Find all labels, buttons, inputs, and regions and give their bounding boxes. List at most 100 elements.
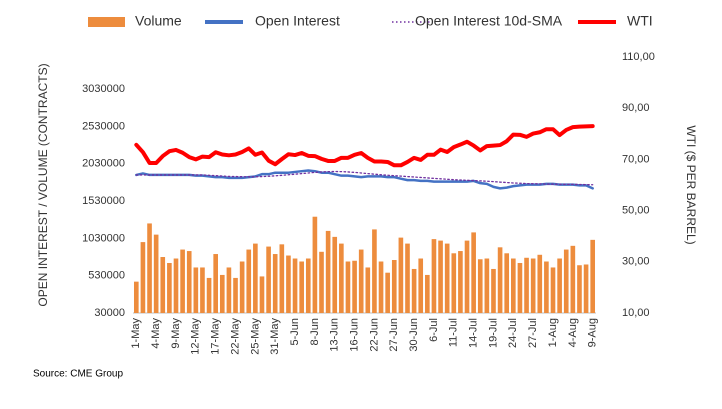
y-axis-title: OPEN INTEREST / VOLUME (CONTRACTS) <box>36 63 50 306</box>
x-tick-label: 4-May <box>150 318 162 349</box>
y-tick-label: 1530000 <box>82 195 125 207</box>
x-tick-label: 9-Aug <box>587 318 599 347</box>
bar <box>358 249 364 313</box>
line <box>135 170 594 186</box>
x-tick-label: 14-Jul <box>468 318 480 348</box>
bar <box>253 243 258 313</box>
bar <box>279 244 285 313</box>
legend-label: Open Interest 10d-SMA <box>415 13 563 29</box>
bar <box>425 274 430 313</box>
bar <box>517 262 523 313</box>
x-tick-label: 9-May <box>170 318 182 349</box>
x-tick-label: 11-Jul <box>448 318 460 347</box>
bar <box>471 232 476 313</box>
x-tick-label: 24-Jul <box>507 318 519 348</box>
bar <box>226 267 232 313</box>
x-tick-label: 22-May <box>229 318 241 355</box>
bar <box>292 258 298 313</box>
line <box>134 124 595 168</box>
x-tick-label: 13-Jun <box>329 318 341 352</box>
bar <box>537 254 543 313</box>
bar <box>325 230 331 313</box>
bar <box>418 258 424 313</box>
bar <box>577 265 582 313</box>
bar <box>233 277 238 313</box>
legend-label: Open Interest <box>255 13 340 29</box>
bar <box>160 257 166 313</box>
bar <box>570 245 576 313</box>
bar <box>583 264 589 313</box>
bar <box>563 249 569 313</box>
bar <box>372 229 377 313</box>
y-tick-label: 1030000 <box>82 232 125 244</box>
bar <box>345 261 351 313</box>
x-tick-label: 22-Jun <box>368 318 380 352</box>
bar <box>378 261 384 313</box>
y2-tick-label: 10,00 <box>622 307 650 319</box>
x-tick-label: 4-Aug <box>567 318 579 347</box>
bar <box>246 249 252 313</box>
legend-swatch <box>88 17 125 27</box>
bar <box>530 258 536 313</box>
bar <box>206 277 212 313</box>
bar <box>299 261 304 313</box>
bar <box>266 246 271 313</box>
bar <box>511 258 516 313</box>
bar <box>239 261 245 313</box>
y2-axis-title: WTI ($ PER BARREL) <box>684 125 698 244</box>
bar <box>140 242 146 313</box>
x-tick-label: 5-Jun <box>289 318 301 346</box>
bar <box>332 236 338 313</box>
y-tick-label: 2030000 <box>82 158 125 170</box>
bar <box>497 247 503 313</box>
x-tick-label: 16-Jun <box>348 318 360 352</box>
bar <box>504 253 510 313</box>
legend-label: WTI <box>627 13 653 29</box>
y2-tick-label: 110,00 <box>622 51 655 63</box>
y-tick-label: 2530000 <box>82 120 125 132</box>
line <box>135 169 594 190</box>
bar <box>385 272 390 313</box>
bar <box>444 243 450 313</box>
bar <box>305 258 311 313</box>
bar <box>391 260 397 313</box>
bar <box>272 254 278 313</box>
source: Source: CME Group <box>33 369 123 380</box>
x-tick-label: 12-May <box>190 318 202 355</box>
x-tick-label: 30-Jun <box>408 318 420 352</box>
x-tick-label: 1-May <box>130 318 142 349</box>
x-tick-label: 27-Jul <box>527 318 539 348</box>
bar <box>133 281 139 313</box>
y-tick-label: 530000 <box>88 270 125 282</box>
bar <box>186 251 192 313</box>
bar <box>180 249 185 313</box>
bar <box>590 239 596 313</box>
bar <box>438 240 443 313</box>
y2-tick-label: 50,00 <box>622 205 650 217</box>
bar <box>477 259 483 313</box>
y-tick-label: 3030000 <box>82 83 125 95</box>
bar <box>219 274 225 313</box>
bar <box>544 261 549 313</box>
bar <box>312 216 318 313</box>
x-tick-label: 19-Jul <box>487 318 499 348</box>
y2-tick-label: 90,00 <box>622 102 650 114</box>
bar <box>550 267 556 313</box>
bar <box>411 268 417 313</box>
bar <box>167 262 172 313</box>
bar <box>352 260 357 313</box>
bar <box>319 251 324 313</box>
bar <box>458 251 463 313</box>
x-tick-label: 17-May <box>210 318 222 355</box>
bar <box>557 258 562 313</box>
bar <box>365 267 371 313</box>
bar <box>147 223 152 313</box>
bar <box>464 240 470 313</box>
bar <box>491 268 496 313</box>
x-tick-label: 6-Jul <box>428 318 440 342</box>
x-tick-label: 8-Jun <box>309 318 321 346</box>
bar <box>484 258 490 313</box>
bar <box>405 243 410 313</box>
bar <box>339 243 344 313</box>
